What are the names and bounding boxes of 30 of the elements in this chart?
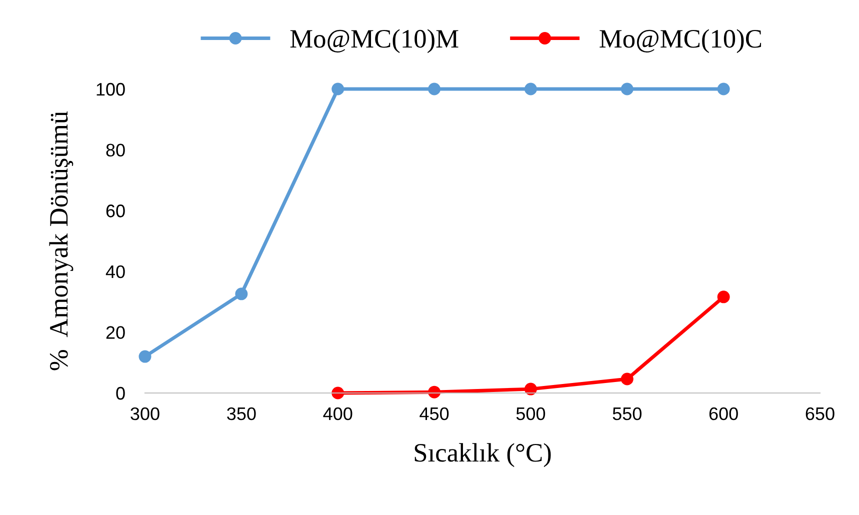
y-axis-title: % Amonyak Dönüşümü (49, 111, 74, 370)
legend-label: Mo@MC(10)C (600, 29, 762, 54)
point (620, 82, 634, 96)
point (717, 82, 730, 96)
point (428, 82, 441, 96)
x-tick-label: 350 (227, 407, 256, 420)
legend-label: Mo@MC(10)M (290, 29, 458, 54)
point (332, 386, 344, 400)
point (717, 290, 730, 304)
x-tick-label: 550 (612, 407, 642, 420)
y-tick-label: 40 (106, 265, 125, 278)
y-tick-label: 0 (116, 386, 125, 400)
point (138, 350, 152, 363)
x-tick-label: 650 (806, 407, 834, 420)
x-tick-label: 400 (323, 407, 352, 420)
x-tick-label: 300 (130, 407, 160, 420)
point (235, 288, 248, 300)
point (524, 382, 537, 396)
y-tick-label: 100 (96, 82, 125, 96)
y-tick-label: 80 (106, 144, 125, 157)
y-tick-label: 20 (106, 326, 125, 339)
point (620, 372, 634, 386)
x-axis-title: Sıcaklık (°C) (414, 443, 551, 468)
point (428, 386, 441, 398)
point (332, 82, 344, 96)
y-tick-label: 60 (106, 204, 125, 218)
x-tick-label: 500 (516, 407, 546, 420)
x-tick-label: 600 (709, 407, 738, 420)
point (524, 82, 537, 96)
x-tick-label: 450 (420, 407, 449, 420)
